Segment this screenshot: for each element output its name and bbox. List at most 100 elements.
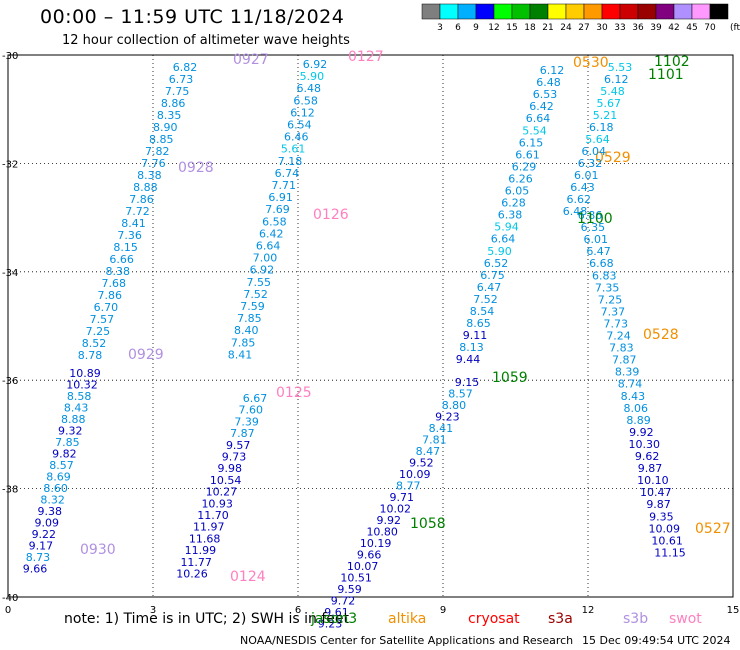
track-0929: 0929 <box>128 347 164 363</box>
wave-height-value: 7.69 <box>265 203 290 216</box>
wave-height-value: 8.74 <box>618 378 643 391</box>
wave-height-value: 8.54 <box>470 305 495 318</box>
wave-height-value: 6.05 <box>505 185 530 198</box>
wave-height-value: 6.91 <box>268 191 293 204</box>
y-tick-label: -40 <box>2 593 18 604</box>
wave-height-value: 8.47 <box>416 445 441 458</box>
track-0126: 0126 <box>313 207 349 223</box>
colorbar-label: 27 <box>578 23 589 33</box>
wave-height-value: 6.04 <box>582 145 607 158</box>
wave-height-value: 7.73 <box>603 317 628 330</box>
wave-height-value: 6.70 <box>94 301 119 314</box>
credit-line: NOAA/NESDIS Center for Satellite Applica… <box>240 634 574 647</box>
wave-height-value: 6.75 <box>480 269 505 282</box>
wave-height-value: 7.25 <box>598 293 623 306</box>
wave-height-value: 11.77 <box>180 556 212 569</box>
wave-height-value: 7.72 <box>125 205 150 218</box>
wave-height-value: 6.15 <box>519 136 544 149</box>
wave-height-value: 7.81 <box>422 434 447 447</box>
wave-height-value: 7.60 <box>239 404 264 417</box>
track-0529: 0529 <box>595 150 631 166</box>
wave-height-value: 5.90 <box>300 70 325 83</box>
generated-timestamp: 15 Dec 09:49:54 UTC 2024 <box>582 634 731 647</box>
wave-height-value: 8.06 <box>623 402 648 415</box>
pass-time-label: 0928 <box>178 160 214 176</box>
wave-height-value: 8.35 <box>157 109 182 122</box>
wave-height-value: 8.41 <box>121 217 146 230</box>
pass-time-label: 0529 <box>595 150 631 166</box>
wave-height-value: 6.48 <box>536 76 561 89</box>
wave-height-value: 8.41 <box>429 422 454 435</box>
wave-height-value: 6.92 <box>250 264 275 277</box>
wave-height-value: 8.41 <box>228 348 253 361</box>
wave-height-value: 5.94 <box>494 221 519 234</box>
colorbar-swatch <box>709 3 729 20</box>
wave-height-value: 10.80 <box>366 526 398 539</box>
wave-height-value: 7.59 <box>240 300 265 313</box>
wave-height-value: 11.68 <box>189 532 221 545</box>
wave-height-value: 10.27 <box>206 486 238 499</box>
wave-height-value: 6.48 <box>563 205 588 218</box>
wave-height-value: 5.48 <box>600 85 625 98</box>
track-0127: 6.925.906.486.586.126.546.465.617.186.74… <box>228 49 384 361</box>
wave-height-value: 7.82 <box>145 145 170 158</box>
wave-height-value: 6.66 <box>109 253 134 266</box>
wave-height-value: 10.89 <box>69 367 101 380</box>
y-tick-label: -30 <box>2 51 18 62</box>
x-tick-label: 15 <box>727 605 740 616</box>
wave-height-value: 7.83 <box>609 342 634 355</box>
wave-height-value: 6.12 <box>290 106 315 119</box>
wave-height-value: 5.54 <box>522 124 547 137</box>
wave-height-value: 8.40 <box>234 324 259 337</box>
wave-height-value: 8.32 <box>40 494 65 507</box>
x-tick-label: 9 <box>440 605 446 616</box>
wave-height-value: 9.66 <box>357 549 382 562</box>
wave-height-value: 9.22 <box>32 528 57 541</box>
pass-time-label: 0126 <box>313 207 349 223</box>
wave-height-value: 8.58 <box>67 390 92 403</box>
wave-height-value: 6.82 <box>173 61 198 74</box>
wave-height-value: 6.43 <box>570 181 595 194</box>
wave-height-value: 9.57 <box>226 439 251 452</box>
wave-height-value: 9.11 <box>463 329 488 342</box>
wave-height-value: 9.87 <box>638 462 663 475</box>
wave-height-value: 6.01 <box>583 233 608 246</box>
wave-height-value: 9.92 <box>376 514 401 527</box>
wave-height-value: 10.61 <box>651 534 683 547</box>
wave-height-value: 8.69 <box>46 471 71 484</box>
wave-height-value: 7.37 <box>601 305 626 318</box>
wave-height-value: 6.58 <box>262 215 287 228</box>
x-tick-label: 12 <box>582 605 595 616</box>
wave-height-value: 8.57 <box>448 388 473 401</box>
wave-height-value: 9.17 <box>29 540 54 553</box>
wave-height-value: 7.36 <box>117 229 142 242</box>
wave-height-value: 5.67 <box>597 97 622 110</box>
colorbar-label: 12 <box>488 23 499 33</box>
wave-height-value: 6.53 <box>533 88 558 101</box>
wave-height-value: 8.85 <box>149 133 174 146</box>
wave-height-value: 8.13 <box>459 341 484 354</box>
track-1059: 9.158.578.809.238.417.818.479.5210.098.7… <box>318 370 528 631</box>
y-tick-label: -38 <box>2 485 18 496</box>
wave-height-value: 9.59 <box>337 583 362 596</box>
wave-height-value: 6.54 <box>287 119 312 132</box>
wave-height-value: 8.77 <box>396 480 421 493</box>
wave-height-value: 10.93 <box>201 497 233 510</box>
page-subtitle: 12 hour collection of altimeter wave hei… <box>62 33 350 48</box>
track-1102: 5.536.125.485.675.216.185.646.046.326.01… <box>563 54 690 218</box>
pass-time-label: 0124 <box>230 569 266 585</box>
wave-height-value: 8.86 <box>161 97 186 110</box>
wave-height-value: 7.68 <box>102 277 127 290</box>
wave-height-value: 5.21 <box>593 109 618 122</box>
wave-height-value: 7.85 <box>55 436 80 449</box>
wave-height-value: 5.61 <box>281 143 306 156</box>
wave-height-value: 6.47 <box>586 245 611 258</box>
wave-height-value: 8.78 <box>78 349 103 362</box>
wave-height-value: 9.62 <box>635 450 660 463</box>
track-1058: 1058 <box>410 516 446 532</box>
footer-note: note: 1) Time is in UTC; 2) SWH is in fe… <box>64 611 350 627</box>
pass-time-label: 1102 <box>654 54 690 70</box>
wave-height-value: 8.90 <box>153 121 178 134</box>
wave-height-value: 10.32 <box>66 379 98 392</box>
pass-time-label: 0527 <box>695 521 731 537</box>
